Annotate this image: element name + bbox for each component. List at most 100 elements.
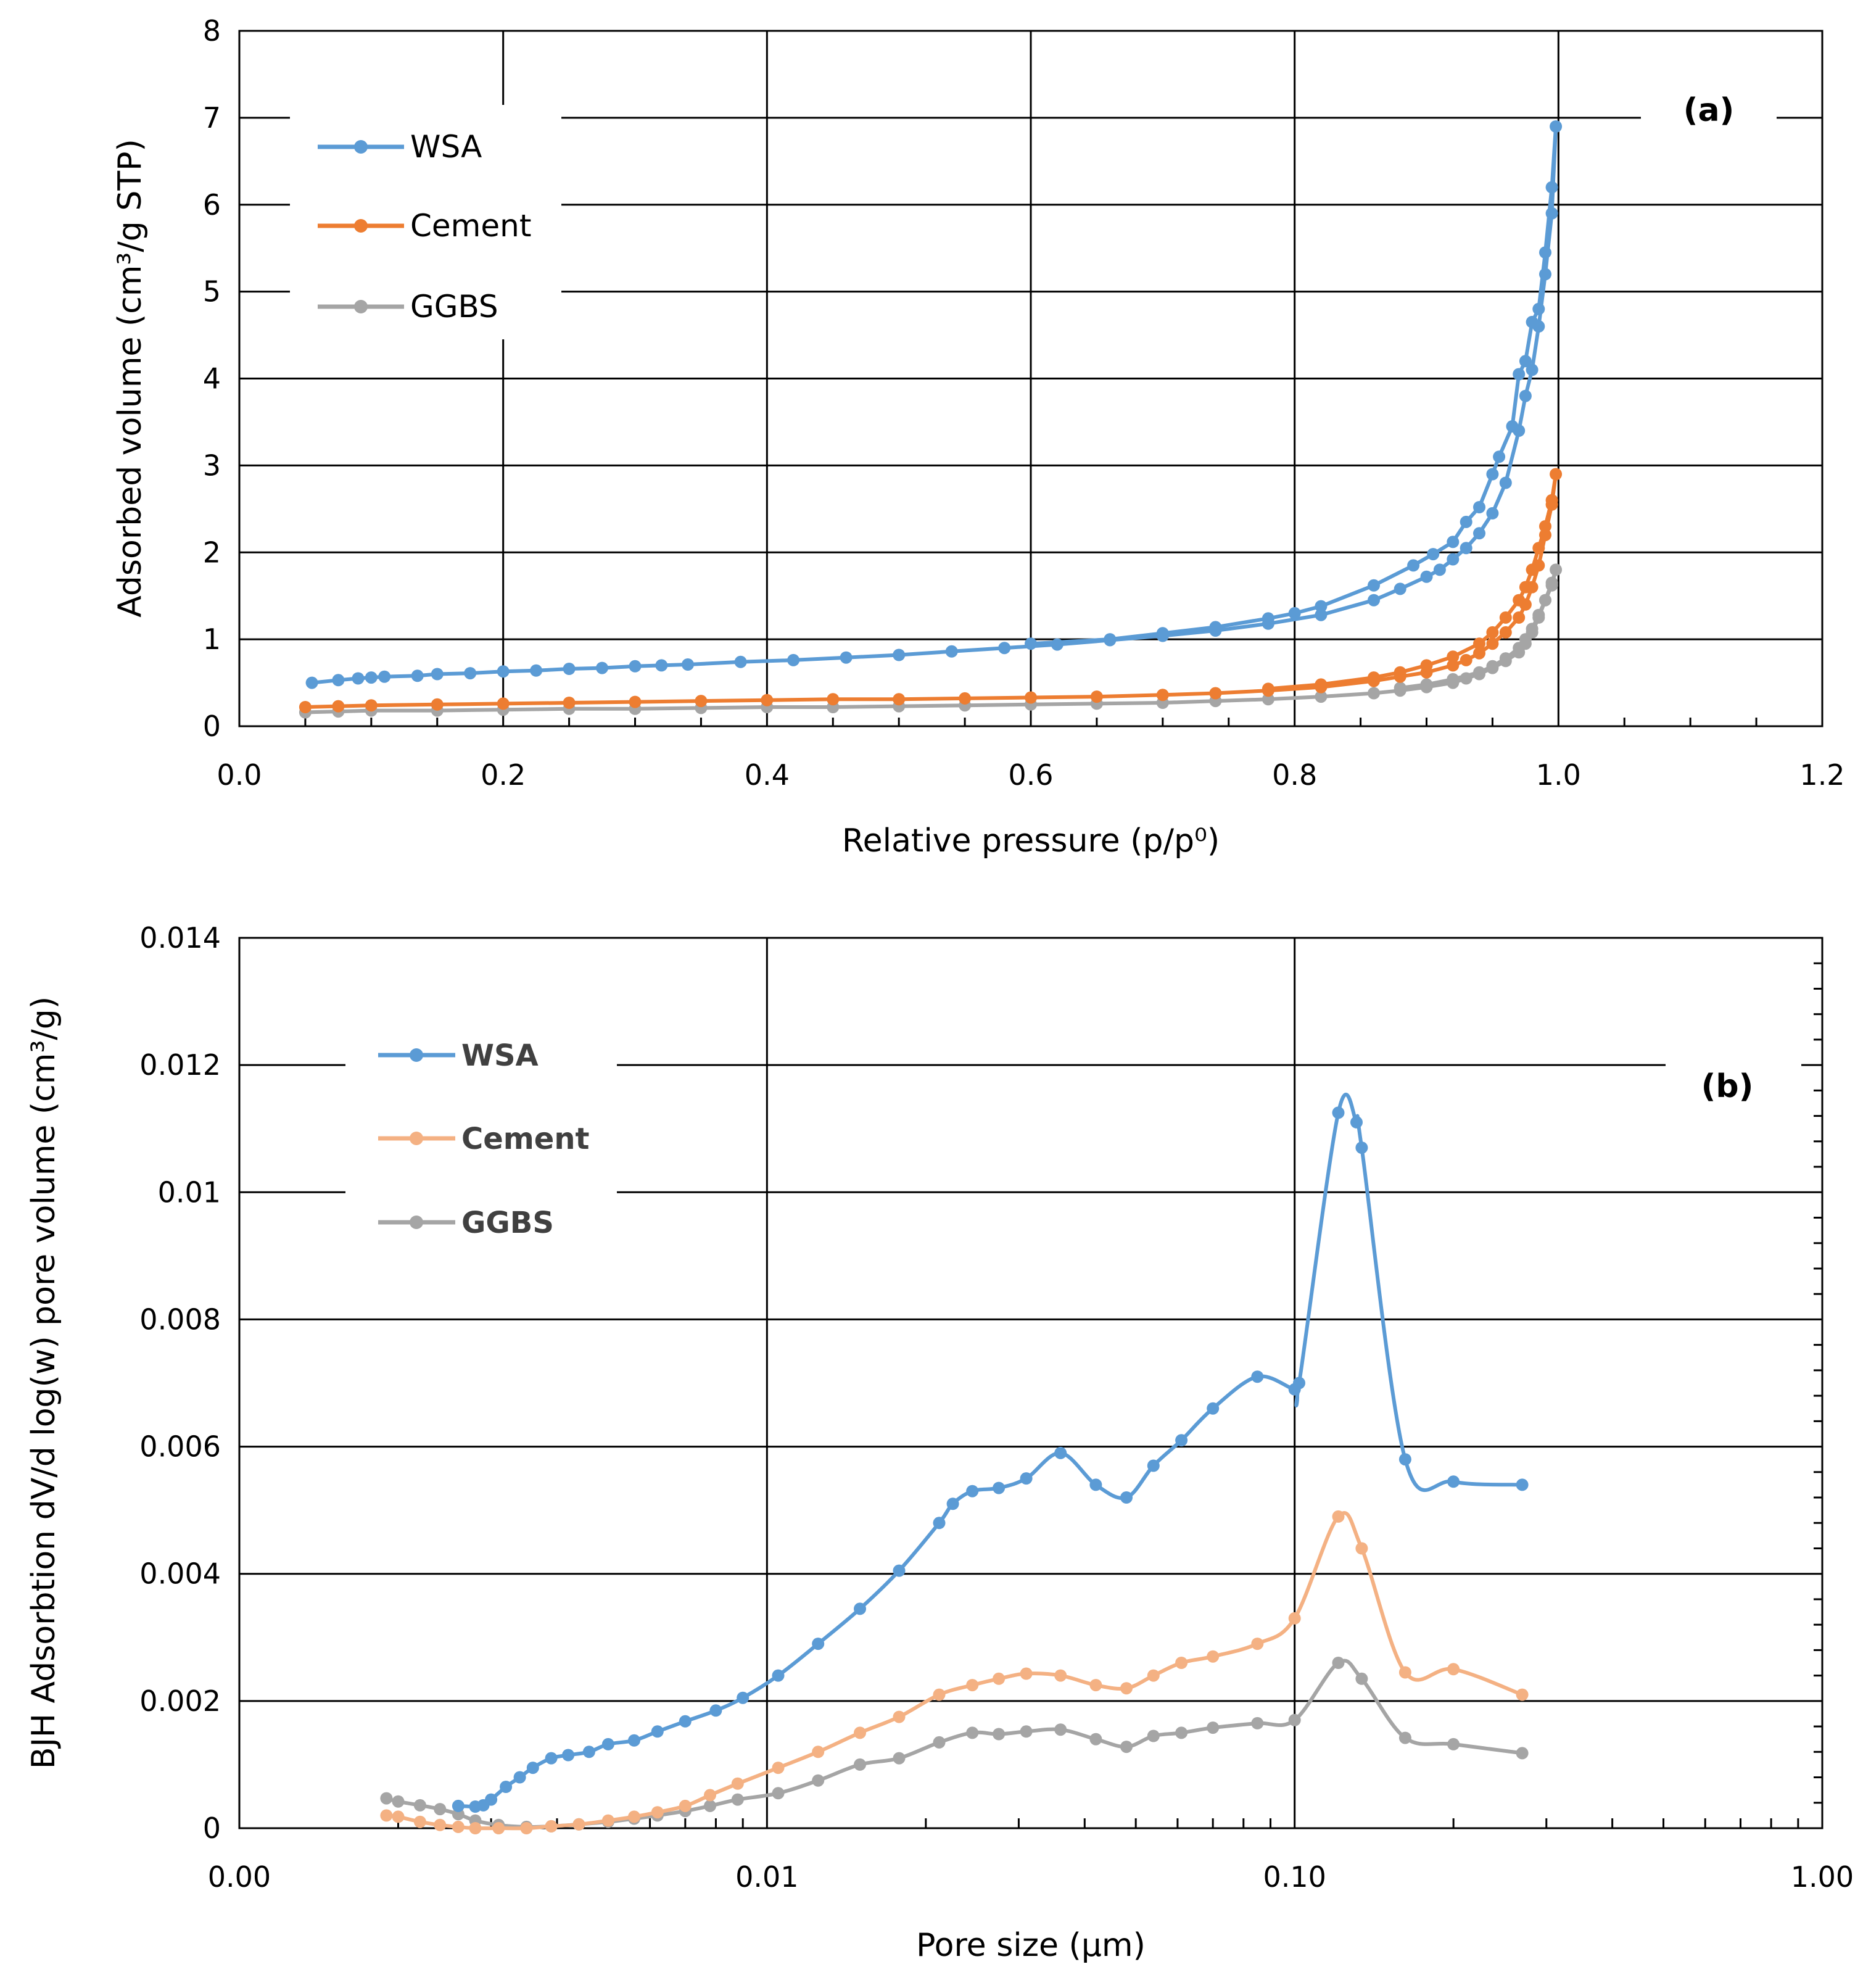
chart-a-point-cement — [431, 698, 444, 711]
chart-b-point-cement — [545, 1820, 558, 1833]
chart-b: 0.00 0.01 0.10 1.00 0 0.002 0.004 0.006 0.008 0.… — [25, 921, 1854, 1964]
chart-a-point-cement — [1539, 520, 1551, 532]
chart-b-y-ticks: 0 0.002 0.004 0.006 0.008 0.01 0.012 0.014 — [139, 921, 221, 1845]
chart-a-point-wsa — [1051, 638, 1064, 651]
chart-a-point-ggbs — [1315, 690, 1328, 703]
chart-a-y-ticks: 0 1 2 3 4 5 6 7 8 — [203, 14, 221, 743]
chart-a-point-ggbs — [1394, 682, 1406, 694]
chart-b-point-ggbs — [1020, 1725, 1033, 1738]
chart-a-point-cement — [1550, 468, 1563, 481]
chart-b-point-ggbs — [1175, 1726, 1188, 1739]
chart-a-x-tick-label: 0.2 — [481, 758, 526, 792]
chart-b-point-ggbs — [1251, 1717, 1264, 1729]
chart-b-point-ggbs — [966, 1726, 979, 1739]
chart-b-y-tick-label: 0 — [203, 1812, 221, 1845]
chart-a-point-ggbs — [1262, 693, 1274, 706]
chart-a-y-axis-title: Adsorbed volume (cm³/g STP) — [112, 139, 149, 618]
chart-a-point-cement — [563, 697, 576, 709]
chart-a-point-wsa — [998, 642, 1011, 655]
chart-a-point-wsa — [1156, 627, 1169, 640]
chart-b-legend: WSA Cement GGBS — [345, 1018, 617, 1265]
chart-b-point-cement — [520, 1822, 533, 1834]
chart-a-point-ggbs — [1460, 672, 1472, 685]
chart-a-point-wsa — [1473, 527, 1485, 540]
chart-b-point-ggbs — [893, 1752, 906, 1765]
chart-b-point-wsa — [452, 1799, 465, 1812]
chart-b-y-tick-label: 0.012 — [139, 1048, 221, 1082]
chart-b-point-ggbs — [1120, 1741, 1133, 1754]
chart-b-point-cement — [772, 1762, 785, 1775]
legend-a-wsa-label: WSA — [410, 129, 482, 165]
chart-a-point-wsa — [1539, 268, 1551, 281]
chart-a-y-tick-label: 4 — [203, 362, 221, 396]
chart-a-point-cement — [761, 694, 774, 706]
chart-b-point-cement — [704, 1789, 716, 1802]
chart-a-point-wsa — [1526, 363, 1539, 376]
chart-a-point-wsa — [682, 658, 694, 671]
chart-a-point-ggbs — [1532, 608, 1545, 621]
chart-a-x-tick-label: 0.0 — [217, 758, 262, 792]
chart-b-plot-area — [238, 937, 1824, 1829]
chart-b-point-wsa — [812, 1638, 825, 1650]
legend-a-cement-label: Cement — [410, 208, 531, 244]
chart-a-point-wsa — [734, 655, 747, 668]
chart-b-point-wsa — [582, 1746, 595, 1758]
chart-b-panel-label: (b) — [1701, 1068, 1754, 1105]
chart-b-point-ggbs — [772, 1787, 785, 1800]
chart-b-point-cement — [413, 1815, 426, 1828]
chart-a-series-cement — [299, 468, 1563, 713]
chart-a-point-wsa — [893, 648, 906, 661]
chart-a-point-wsa — [365, 671, 378, 684]
chart-a-point-wsa — [1447, 553, 1460, 566]
chart-a-point-wsa — [332, 674, 345, 687]
chart-a-point-cement — [1526, 563, 1539, 576]
chart-b-y-tick-label: 0.004 — [139, 1557, 221, 1591]
chart-b-x-tick-label: 0.00 — [208, 1860, 271, 1894]
chart-b-point-cement — [392, 1810, 405, 1823]
chart-b-point-wsa — [526, 1762, 539, 1775]
chart-a-point-ggbs — [1526, 623, 1539, 636]
chart-a-legend-background — [290, 105, 561, 339]
chart-b-point-ggbs — [1398, 1731, 1411, 1744]
chart-b-point-wsa — [1120, 1491, 1133, 1504]
chart-a-point-wsa — [1427, 548, 1440, 561]
chart-a-point-cement — [1486, 637, 1499, 650]
chart-b-point-ggbs — [1288, 1713, 1301, 1726]
chart-b-point-cement — [1089, 1679, 1102, 1692]
chart-a-point-ggbs — [1519, 633, 1532, 646]
chart-b-point-cement — [1355, 1542, 1368, 1555]
chart-b-point-wsa — [933, 1517, 946, 1530]
chart-b-point-cement — [1147, 1669, 1160, 1682]
chart-a-point-wsa — [1288, 607, 1301, 619]
chart-a-point-cement — [1262, 682, 1274, 695]
chart-b-x-tick-label: 0.10 — [1263, 1860, 1326, 1894]
chart-b-x-tick-label: 1.00 — [1791, 1860, 1854, 1894]
chart-a-point-wsa — [1526, 315, 1539, 328]
chart-b-point-wsa — [1516, 1478, 1529, 1491]
chart-b-point-cement — [572, 1818, 585, 1831]
chart-b-y-tick-label: 0.008 — [139, 1303, 221, 1336]
chart-b-point-cement — [1398, 1666, 1411, 1679]
chart-b-point-wsa — [1054, 1446, 1067, 1459]
chart-b-x-axis-title: Pore size (µm) — [916, 1927, 1146, 1964]
chart-a-point-cement — [1368, 671, 1380, 684]
chart-a-point-ggbs — [1545, 576, 1558, 589]
chart-b-point-cement — [434, 1818, 447, 1831]
chart-a-point-wsa — [1486, 507, 1499, 520]
chart-b-point-ggbs — [1054, 1723, 1067, 1736]
chart-a-point-cement — [497, 697, 510, 710]
chart-b-point-wsa — [1447, 1475, 1460, 1488]
chart-a-point-cement — [1420, 659, 1433, 672]
chart-b-point-ggbs — [1207, 1721, 1220, 1734]
legend-a-ggbs-marker — [354, 300, 368, 313]
chart-a-point-wsa — [1025, 637, 1037, 650]
chart-b-point-cement — [1251, 1638, 1264, 1650]
chart-b-point-cement — [679, 1799, 692, 1812]
chart-a-point-wsa — [431, 668, 444, 681]
chart-a-point-wsa — [530, 664, 543, 677]
chart-b-point-cement — [812, 1746, 825, 1758]
chart-b-point-cement — [601, 1814, 614, 1827]
chart-a-point-cement — [695, 695, 708, 708]
chart-a-point-ggbs — [1486, 660, 1499, 673]
